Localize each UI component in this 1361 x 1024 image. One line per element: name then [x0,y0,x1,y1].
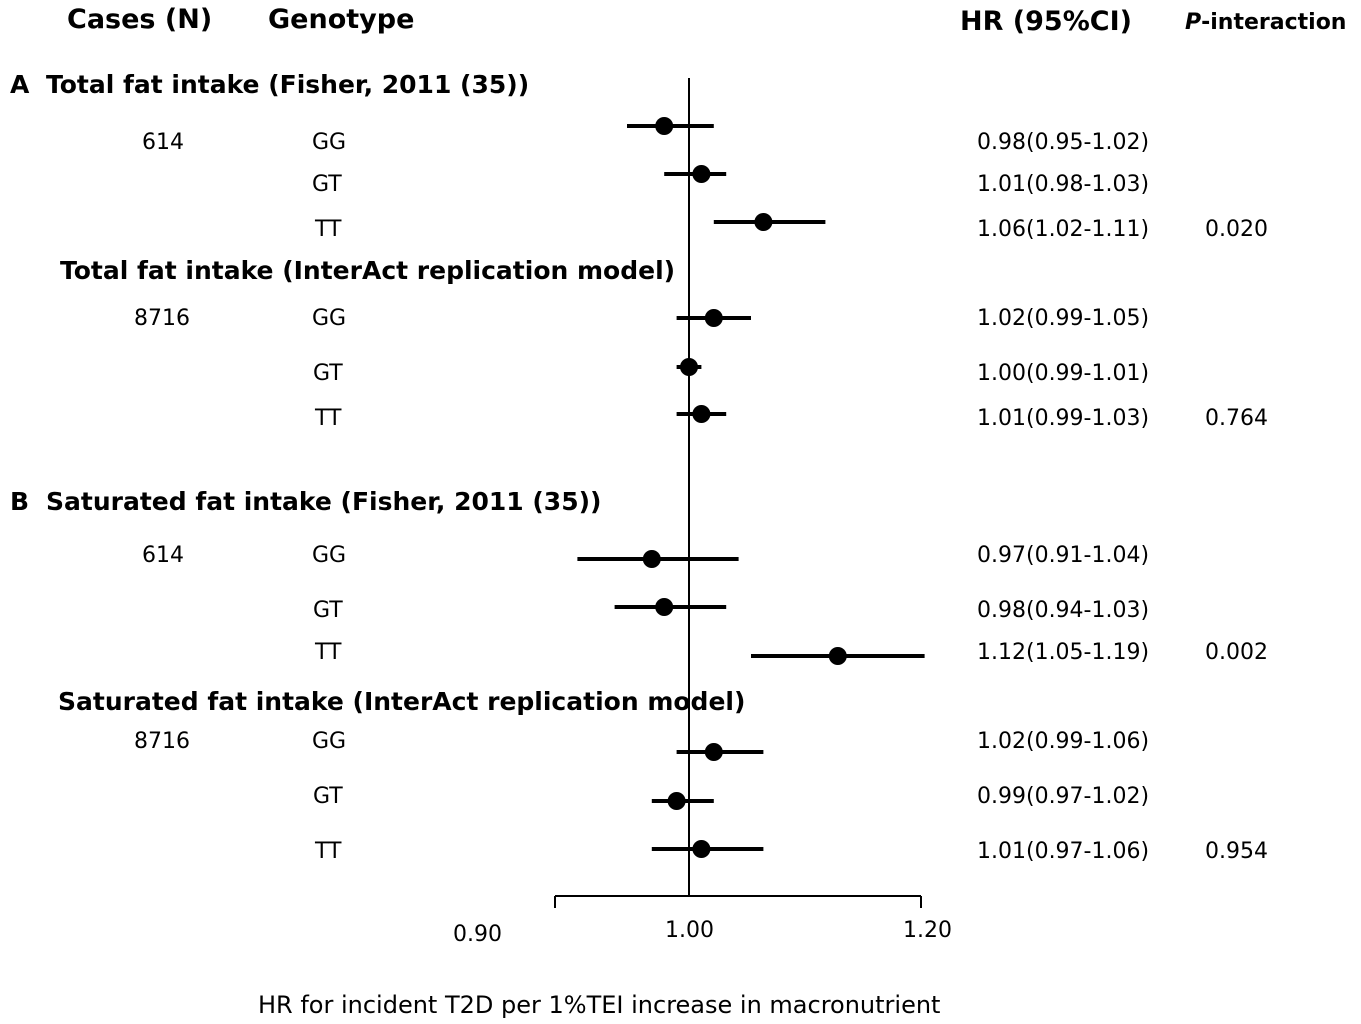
hr-cell: 1.02(0.99-1.06) [977,729,1150,754]
genotype-cell: TT [315,839,342,864]
hr-cell: 1.01(0.97-1.06) [977,839,1150,864]
hr-point [704,743,723,761]
hr-point [655,117,674,135]
forest-marks [577,117,925,858]
hr-cell: 1.01(0.98-1.03) [977,172,1150,197]
x-tick-label: 1.20 [903,918,952,943]
p-interaction-header: P-interaction [1185,10,1346,35]
cases-value: 614 [142,130,184,155]
p-interaction-value: 0.954 [1205,839,1268,864]
section-title-sat-fat-fisher: Saturated fat intake (Fisher, 2011 (35)) [46,487,602,516]
hr-point [642,550,661,568]
x-tick-label: 0.90 [453,922,502,947]
hr-point [754,213,773,231]
hr-cell: 0.98(0.94-1.03) [977,598,1150,623]
cases-value: 8716 [134,729,190,754]
p-interaction-value: 0.020 [1205,217,1268,242]
p-italic: P [1185,10,1202,35]
hr-point [655,598,674,616]
hr-point [692,165,711,183]
p-interaction-value: 0.764 [1205,406,1268,431]
genotype-cell: GG [312,306,347,331]
x-axis-ticks [554,896,922,908]
hr-cell: 1.01(0.99-1.03) [977,406,1150,431]
section-letter-b: B [10,487,30,516]
section-title-sat-fat-interact: Saturated fat intake (InterAct replicati… [58,687,746,716]
cases-value: 614 [142,543,184,568]
genotype-header: Genotype [268,4,415,35]
hr-cell: 1.12(1.05-1.19) [977,640,1150,665]
hr-cell: 0.99(0.97-1.02) [977,784,1150,809]
p-interaction-value: 0.002 [1205,640,1268,665]
genotype-cell: GG [312,729,347,754]
genotype-cell: GT [313,784,343,809]
cases-value: 8716 [134,306,190,331]
hr-cell: 0.98(0.95-1.02) [977,130,1150,155]
hr-cell: 1.02(0.99-1.05) [977,306,1150,331]
section-title-total-fat-interact: Total fat intake (InterAct replication m… [60,256,676,285]
p-interaction-suffix: -interaction [1201,10,1347,35]
cases-header: Cases (N) [67,4,213,35]
genotype-cell: GT [313,598,343,623]
hr-cell: 1.06(1.02-1.11) [977,217,1150,242]
hr-header: HR (95%CI) [960,6,1132,37]
x-tick-label: 1.00 [665,918,714,943]
section-title-total-fat-fisher: Total fat intake (Fisher, 2011 (35)) [46,70,530,99]
hr-cell: 0.97(0.91-1.04) [977,543,1150,568]
hr-point [692,840,711,858]
hr-point [828,647,847,665]
genotype-cell: GG [312,543,347,568]
genotype-cell: GT [312,172,342,197]
hr-point [692,405,711,423]
hr-point [667,792,686,810]
genotype-cell: GT [313,361,343,386]
x-axis-label: HR for incident T2D per 1%TEI increase i… [258,991,941,1019]
hr-point [704,309,723,327]
genotype-cell: TT [315,217,342,242]
genotype-cell: TT [315,406,342,431]
section-letter-a: A [10,70,30,99]
hr-cell: 1.00(0.99-1.01) [977,361,1150,386]
genotype-cell: GG [312,130,347,155]
hr-point [680,358,698,376]
genotype-cell: TT [315,640,342,665]
